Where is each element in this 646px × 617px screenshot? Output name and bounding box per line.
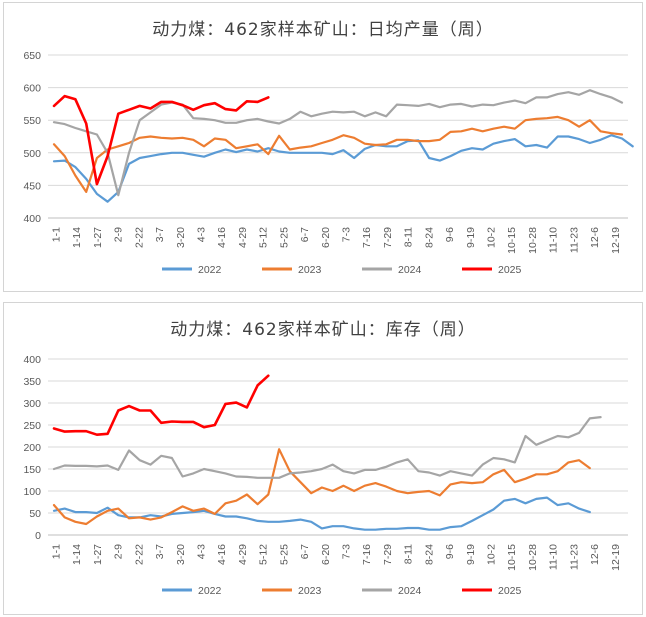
- y-tick-label: 150: [23, 464, 41, 476]
- series-line-2024: [52, 89, 624, 197]
- x-tick-label: 10-28: [527, 544, 539, 571]
- x-tick-label: 1-1: [51, 227, 63, 242]
- x-tick-label: 7-29: [382, 544, 394, 565]
- x-tick-label: 10-2: [486, 227, 498, 248]
- x-tick-label: 11-10: [548, 227, 560, 253]
- x-tick-label: 8-11: [403, 544, 415, 564]
- legend-label-2025: 2025: [498, 264, 522, 276]
- x-tick-label: 1-14: [71, 227, 83, 248]
- x-tick-label: 2-9: [113, 227, 125, 242]
- y-tick-label: 400: [23, 354, 41, 366]
- x-tick-label: 12-6: [589, 227, 601, 248]
- legend-label-2022: 2022: [198, 264, 222, 276]
- y-tick-label: 400: [23, 213, 41, 225]
- series-line-2023: [52, 448, 591, 526]
- legend-label-2023: 2023: [298, 585, 322, 597]
- inventory-chart: 动力煤：462家样本矿山：库存（周） 0 50 100 150 200 250 300 350…: [23, 320, 628, 597]
- x-tick-label: 6-20: [320, 227, 332, 248]
- series-line-2024: [52, 415, 602, 479]
- x-tick-label: 5-12: [258, 544, 270, 565]
- legend-label-2025: 2025: [498, 585, 522, 597]
- y-tick-label: 250: [23, 420, 41, 432]
- x-tick-label: 9-6: [444, 227, 456, 242]
- x-tick-label: 9-19: [465, 227, 477, 248]
- x-tick-label: 4-3: [196, 544, 208, 559]
- series-line-2022: [52, 134, 634, 203]
- x-tick-label: 7-3: [341, 227, 353, 242]
- x-tick-label: 1-14: [71, 544, 83, 565]
- chart-title: 动力煤：462家样本矿山：库存（周）: [170, 320, 475, 340]
- x-tick-label: 6-7: [299, 544, 311, 559]
- x-tick-label: 2-22: [133, 544, 145, 565]
- legend-label-2023: 2023: [298, 264, 322, 276]
- x-tick-label: 5-25: [278, 544, 290, 565]
- y-tick-label: 100: [23, 486, 41, 498]
- x-tick-label: 7-3: [341, 544, 353, 559]
- x-tick-label: 4-29: [237, 544, 249, 565]
- legend-label-2024: 2024: [398, 264, 422, 276]
- x-tick-label: 4-16: [216, 227, 228, 248]
- x-tick-label: 1-1: [51, 544, 63, 559]
- x-tick-label: 1-27: [92, 227, 104, 248]
- x-tick-label: 12-6: [589, 544, 601, 565]
- series-line-2025: [52, 374, 270, 436]
- chart-panel-inventory: 动力煤：462家样本矿山：库存（周） 0 50 100 150 200 250 300 350…: [3, 302, 643, 615]
- x-tick-label: 1-27: [92, 544, 104, 565]
- x-tick-label: 7-29: [382, 227, 394, 248]
- x-tick-label: 11-23: [568, 544, 580, 570]
- legend-label-2022: 2022: [198, 585, 222, 597]
- x-tick-label: 2-22: [133, 227, 145, 248]
- x-tick-label: 10-15: [506, 544, 518, 571]
- series-line-2025: [52, 94, 270, 186]
- y-tick-label: 50: [29, 508, 41, 520]
- x-tick-label: 3-20: [175, 544, 187, 565]
- x-tick-label: 5-25: [278, 227, 290, 248]
- x-tick-label: 4-29: [237, 227, 249, 248]
- x-tick-label: 8-24: [423, 227, 435, 248]
- y-tick-label: 200: [23, 442, 41, 454]
- y-tick-label: 450: [23, 180, 41, 192]
- x-tick-label: 3-7: [154, 227, 166, 242]
- x-tick-label: 5-12: [258, 227, 270, 248]
- x-tick-label: 12-19: [610, 544, 622, 571]
- x-tick-label: 3-20: [175, 227, 187, 248]
- x-tick-label: 10-28: [527, 227, 539, 254]
- y-tick-label: 0: [35, 530, 41, 542]
- x-tick-label: 8-24: [423, 544, 435, 565]
- x-tick-label: 10-2: [486, 544, 498, 565]
- chart-panel-production: 动力煤：462家样本矿山：日均产量（周） 400 450 500 550 600 650 …: [3, 2, 643, 292]
- y-tick-label: 600: [23, 83, 41, 95]
- y-tick-label: 300: [23, 398, 41, 410]
- x-tick-label: 4-16: [216, 544, 228, 565]
- x-tick-label: 9-19: [465, 544, 477, 565]
- x-tick-label: 3-7: [154, 544, 166, 559]
- y-tick-label: 350: [23, 376, 41, 388]
- chart-title: 动力煤：462家样本矿山：日均产量（周）: [152, 20, 493, 40]
- x-tick-label: 6-20: [320, 544, 332, 565]
- x-tick-label: 11-10: [548, 544, 560, 570]
- x-tick-label: 4-3: [196, 227, 208, 242]
- x-tick-label: 10-15: [506, 227, 518, 254]
- x-tick-label: 7-16: [361, 544, 373, 565]
- x-tick-label: 8-11: [403, 227, 415, 247]
- y-tick-label: 550: [23, 115, 41, 127]
- x-tick-label: 9-6: [444, 544, 456, 559]
- x-tick-label: 12-19: [610, 227, 622, 254]
- legend-label-2024: 2024: [398, 585, 422, 597]
- x-tick-label: 6-7: [299, 227, 311, 242]
- series-line-2022: [52, 496, 591, 531]
- series-line-2023: [52, 115, 624, 193]
- x-tick-label: 11-23: [568, 227, 580, 253]
- x-tick-label: 7-16: [361, 227, 373, 248]
- y-tick-label: 500: [23, 148, 41, 160]
- production-chart: 动力煤：462家样本矿山：日均产量（周） 400450500550600650 …: [23, 20, 634, 276]
- x-tick-label: 2-9: [113, 544, 125, 559]
- y-tick-label: 650: [23, 50, 41, 62]
